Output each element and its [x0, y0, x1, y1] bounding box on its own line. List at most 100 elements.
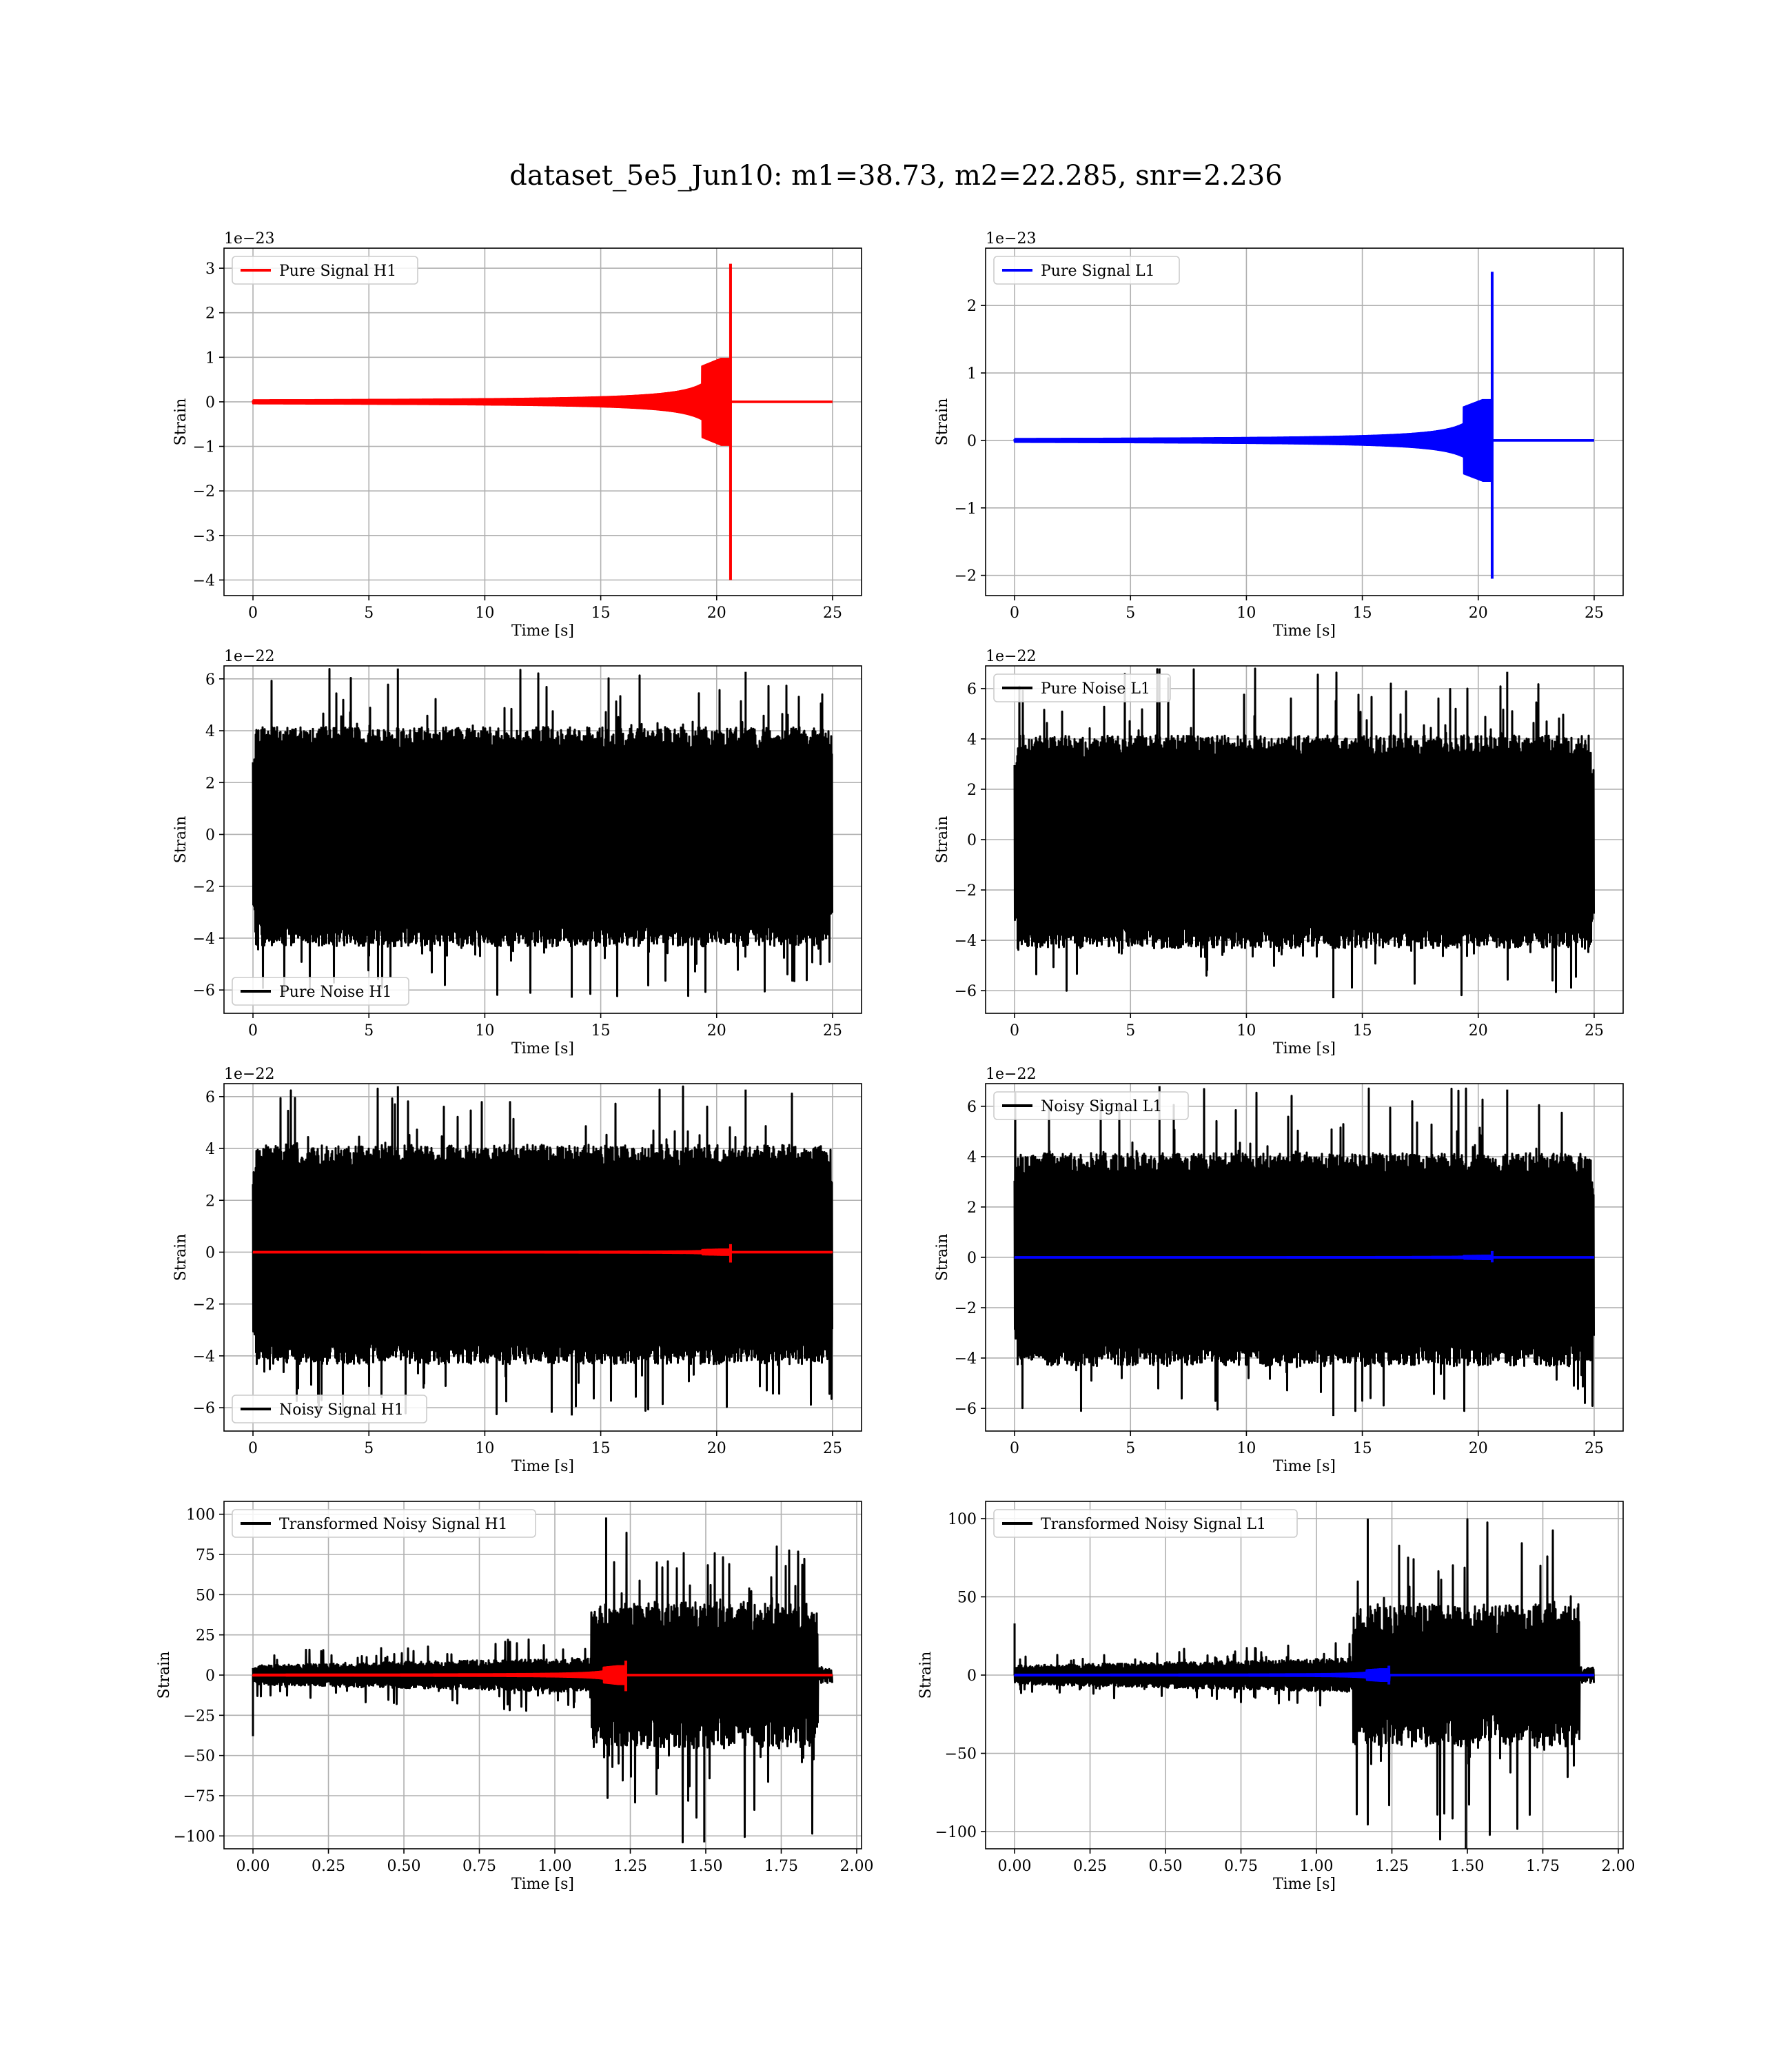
x-tick-label: 1.50 [689, 1858, 723, 1875]
panel-noisy-signal-h1: 0 5 10 15 20 25 −6 −4 −2 0 2 4 6 Time [s] Strain 1e−22 N… [172, 1066, 862, 1475]
y-tick-label: 100 [186, 1507, 215, 1524]
axis-offset-label: 1e−22 [986, 648, 1036, 665]
legend: Pure Signal L1 [993, 256, 1180, 285]
y-tick-label: 1 [205, 349, 215, 367]
x-tick-label: 0.75 [1224, 1858, 1258, 1875]
y-tick-label: −2 [955, 1300, 977, 1317]
x-tick-label: 5 [364, 1440, 374, 1457]
y-tick-label: 6 [967, 1099, 977, 1116]
y-tick-label: 0 [205, 1667, 215, 1685]
x-tick-label: 1.25 [1375, 1858, 1409, 1875]
x-tick-label: 1.50 [1451, 1858, 1485, 1875]
y-tick-label: 4 [967, 731, 977, 749]
x-tick-label: 20 [707, 1022, 726, 1040]
y-tick-label: 0 [967, 832, 977, 849]
x-tick-label: 15 [591, 605, 611, 622]
x-axis-label: Time [s] [1273, 1458, 1336, 1475]
panel-transformed-noisy-signal-h1: 0.00 0.25 0.50 0.75 1.00 1.25 1.50 1.75 2.00 −100… [156, 1501, 873, 1893]
legend-box [993, 673, 1171, 702]
y-tick-label: −2 [193, 483, 215, 500]
y-tick-label: −2 [193, 879, 215, 896]
x-tick-label: 10 [1236, 1440, 1256, 1457]
y-tick-label: 0 [205, 827, 215, 844]
axes-frame [223, 247, 862, 596]
y-axis-label: Strain [934, 816, 951, 864]
y-tick-label: 50 [957, 1589, 977, 1606]
x-axis-label: Time [s] [511, 1040, 574, 1057]
y-tick-label: −4 [955, 933, 977, 950]
y-tick-label: 2 [205, 1193, 215, 1210]
x-tick-label: 15 [591, 1440, 611, 1457]
plot-area [252, 1517, 833, 1844]
x-tick-label: 15 [1353, 605, 1372, 622]
y-tick-label: −1 [955, 500, 977, 518]
y-tick-label: 2 [967, 298, 977, 315]
legend: Transformed Noisy Signal L1 [993, 1509, 1298, 1538]
x-tick-label: 25 [823, 605, 842, 622]
y-tick-label: 100 [948, 1511, 977, 1528]
x-tick-label: 2.00 [1602, 1858, 1636, 1875]
plot-area [1013, 272, 1594, 579]
series-line-transformed-noisy-signal-h1 [252, 1532, 833, 1844]
x-tick-label: 10 [475, 1022, 494, 1040]
y-tick-label: 0 [967, 1250, 977, 1267]
legend-label: Pure Noise L1 [1041, 680, 1150, 698]
y-tick-label: −4 [193, 1348, 215, 1366]
y-axis-label: Strain [156, 1652, 173, 1699]
x-tick-label: 1.25 [613, 1858, 647, 1875]
y-tick-label: −2 [193, 1297, 215, 1314]
legend-box [993, 1091, 1189, 1120]
x-tick-label: 0.25 [312, 1858, 345, 1875]
x-axis-label: Time [s] [511, 1458, 574, 1475]
y-tick-label: 2 [205, 775, 215, 792]
legend: Pure Noise L1 [993, 673, 1171, 702]
legend: Transformed Noisy Signal H1 [232, 1509, 536, 1538]
x-tick-label: 25 [1585, 1440, 1604, 1457]
legend-label: Noisy Signal L1 [1041, 1098, 1162, 1115]
y-tick-label: 2 [205, 305, 215, 323]
x-tick-label: 1.75 [1526, 1858, 1560, 1875]
x-tick-label: 5 [364, 605, 374, 622]
y-tick-label: −75 [183, 1788, 215, 1805]
panel-transformed-noisy-signal-l1: 0.00 0.25 0.50 0.75 1.00 1.25 1.50 1.75 2.00 −100… [917, 1501, 1635, 1893]
x-tick-label: 0.50 [1149, 1858, 1183, 1875]
panel-noisy-signal-l1: 0 5 10 15 20 25 −6 −4 −2 0 2 4 6 Time [s] Strain 1e−22 N… [934, 1066, 1624, 1475]
series-line-noisy-signal-h1 [252, 1085, 833, 1417]
axes-frame [223, 665, 862, 1014]
legend-label: Pure Noise H1 [279, 984, 392, 1001]
y-tick-label: −3 [193, 528, 215, 545]
y-axis-label: Strain [172, 816, 190, 864]
x-tick-label: 25 [823, 1022, 842, 1040]
x-tick-label: 15 [1353, 1022, 1372, 1040]
legend-box [232, 1395, 427, 1423]
y-tick-label: −4 [193, 572, 215, 589]
series-line-pure-noise-h1 [252, 668, 833, 997]
y-axis-label: Strain [934, 1234, 951, 1281]
y-tick-label: 0 [205, 1244, 215, 1261]
x-tick-label: 15 [591, 1022, 611, 1040]
x-axis-label: Time [s] [511, 622, 574, 640]
legend: Pure Signal H1 [232, 256, 418, 285]
legend-box [232, 1509, 536, 1538]
y-tick-label: −6 [955, 983, 977, 1000]
x-tick-label: 0 [1010, 1022, 1019, 1040]
ticks: 0 5 10 15 20 25 −6 −4 −2 0 2 4 6 [955, 1099, 1604, 1457]
y-tick-label: 2 [967, 1199, 977, 1217]
x-tick-label: 0 [1010, 605, 1019, 622]
y-tick-label: −2 [955, 568, 977, 585]
x-tick-label: 0.25 [1073, 1858, 1107, 1875]
legend-label: Transformed Noisy Signal L1 [1041, 1516, 1266, 1533]
figure-title: dataset_5e5_Jun10: m1=38.73, m2=22.285, … [509, 160, 1282, 192]
y-tick-label: 6 [205, 1089, 215, 1106]
legend-box [993, 1509, 1298, 1538]
axis-offset-label: 1e−22 [224, 648, 274, 665]
x-tick-label: 5 [1126, 1022, 1135, 1040]
x-tick-label: 1.75 [764, 1858, 798, 1875]
y-axis-label: Strain [172, 1234, 190, 1281]
x-axis-label: Time [s] [1273, 1040, 1336, 1057]
legend-box [232, 256, 418, 285]
y-tick-label: 0 [967, 433, 977, 450]
